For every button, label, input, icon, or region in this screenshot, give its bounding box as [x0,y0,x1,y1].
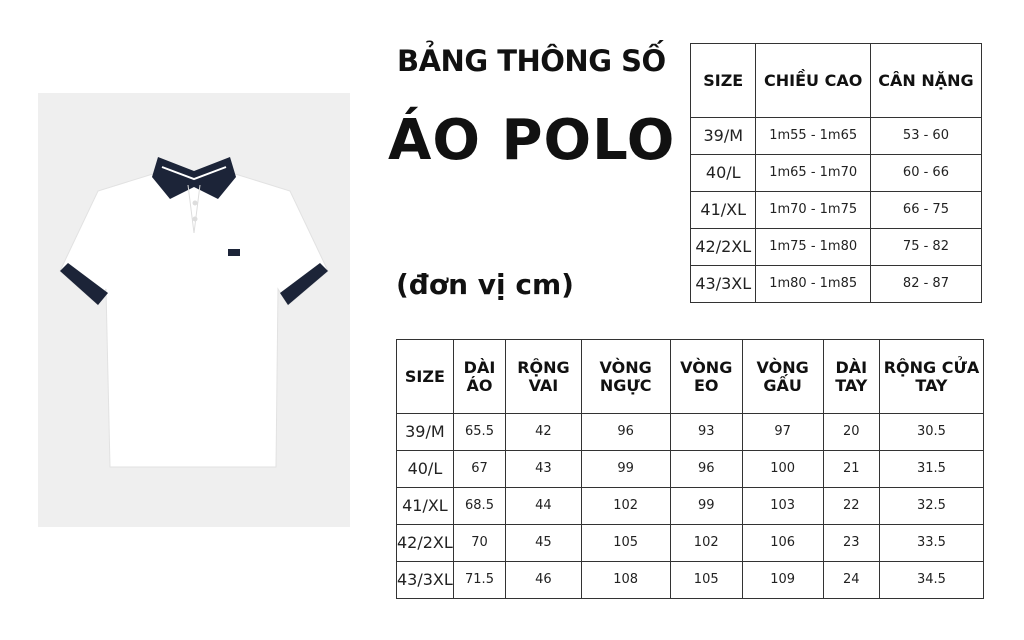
size-cell: 39/M [396,413,454,451]
value-cell: 100 [741,450,824,488]
value-cell: 1m70 - 1m75 [755,191,871,229]
value-cell: 1m55 - 1m65 [755,117,871,155]
value-cell: 67 [452,450,507,488]
value-cell: 31.5 [878,450,985,488]
table-row: 39/M 1m55 - 1m65 53 - 60 [689,117,983,155]
value-cell: 66 - 75 [869,191,983,229]
polo-shirt-image [38,93,350,527]
value-cell: 103 [741,487,824,525]
value-cell: 23 [822,524,880,562]
size-cell: 42/2XL [689,228,757,266]
value-cell: 24 [822,561,880,599]
value-cell: 96 [669,450,743,488]
column-header: RỘNG VAI [505,339,582,414]
unit-label: (đơn vị cm) [396,268,574,301]
measurement-size-table: SIZE DÀI ÁO RỘNG VAI VÒNG NGỰC VÒNG EO VÒNG G… [396,339,985,599]
value-cell: 105 [580,524,671,562]
column-header: CÂN NẶNG [869,43,983,118]
value-cell: 22 [822,487,880,525]
value-cell: 71.5 [452,561,507,599]
table-row: 41/XL 1m70 - 1m75 66 - 75 [689,191,983,229]
header-row: SIZE CHIỀU CAO CÂN NẶNG [689,43,983,118]
value-cell: 68.5 [452,487,507,525]
polo-shirt-illustration [59,157,329,468]
value-cell: 102 [580,487,671,525]
size-cell: 43/3XL [689,265,757,303]
page-title: BẢNG THÔNG SỐ [397,44,666,78]
column-header: VÒNG GẤU [741,339,824,414]
value-cell: 65.5 [452,413,507,451]
table-row: 40/L 67 43 99 96 100 21 31.5 [396,450,985,488]
value-cell: 70 [452,524,507,562]
size-cell: 42/2XL [396,524,454,562]
value-cell: 32.5 [878,487,985,525]
column-header: SIZE [689,43,757,118]
value-cell: 20 [822,413,880,451]
value-cell: 93 [669,413,743,451]
value-cell: 1m65 - 1m70 [755,154,871,192]
header-row: SIZE DÀI ÁO RỘNG VAI VÒNG NGỰC VÒNG EO VÒNG G… [396,339,985,414]
value-cell: 21 [822,450,880,488]
value-cell: 45 [505,524,582,562]
value-cell: 42 [505,413,582,451]
column-header: DÀI ÁO [452,339,507,414]
value-cell: 96 [580,413,671,451]
table-row: 43/3XL 71.5 46 108 105 109 24 34.5 [396,561,985,599]
size-cell: 41/XL [689,191,757,229]
value-cell: 99 [669,487,743,525]
size-cell: 41/XL [396,487,454,525]
value-cell: 44 [505,487,582,525]
column-header: VÒNG NGỰC [580,339,671,414]
size-cell: 40/L [689,154,757,192]
table-row: 40/L 1m65 - 1m70 60 - 66 [689,154,983,192]
value-cell: 1m80 - 1m85 [755,265,871,303]
value-cell: 60 - 66 [869,154,983,192]
value-cell: 46 [505,561,582,599]
value-cell: 53 - 60 [869,117,983,155]
value-cell: 43 [505,450,582,488]
value-cell: 33.5 [878,524,985,562]
size-cell: 43/3XL [396,561,454,599]
value-cell: 30.5 [878,413,985,451]
value-cell: 82 - 87 [869,265,983,303]
value-cell: 1m75 - 1m80 [755,228,871,266]
table-row: 42/2XL 1m75 - 1m80 75 - 82 [689,228,983,266]
value-cell: 102 [669,524,743,562]
table-row: 42/2XL 70 45 105 102 106 23 33.5 [396,524,985,562]
size-cell: 40/L [396,450,454,488]
value-cell: 97 [741,413,824,451]
value-cell: 109 [741,561,824,599]
value-cell: 106 [741,524,824,562]
column-header: SIZE [396,339,454,414]
product-name: ÁO POLO [388,108,676,173]
table-row: 39/M 65.5 42 96 93 97 20 30.5 [396,413,985,451]
column-header: DÀI TAY [822,339,880,414]
value-cell: 34.5 [878,561,985,599]
table-row: 41/XL 68.5 44 102 99 103 22 32.5 [396,487,985,525]
value-cell: 75 - 82 [869,228,983,266]
fit-size-table: SIZE CHIỀU CAO CÂN NẶNG 39/M 1m55 - 1m65 53 -… [689,43,983,303]
column-header: RỘNG CỬA TAY [878,339,985,414]
column-header: CHIỀU CAO [755,43,871,118]
table-row: 43/3XL 1m80 - 1m85 82 - 87 [689,265,983,303]
column-header: VÒNG EO [669,339,743,414]
value-cell: 108 [580,561,671,599]
value-cell: 105 [669,561,743,599]
value-cell: 99 [580,450,671,488]
size-cell: 39/M [689,117,757,155]
